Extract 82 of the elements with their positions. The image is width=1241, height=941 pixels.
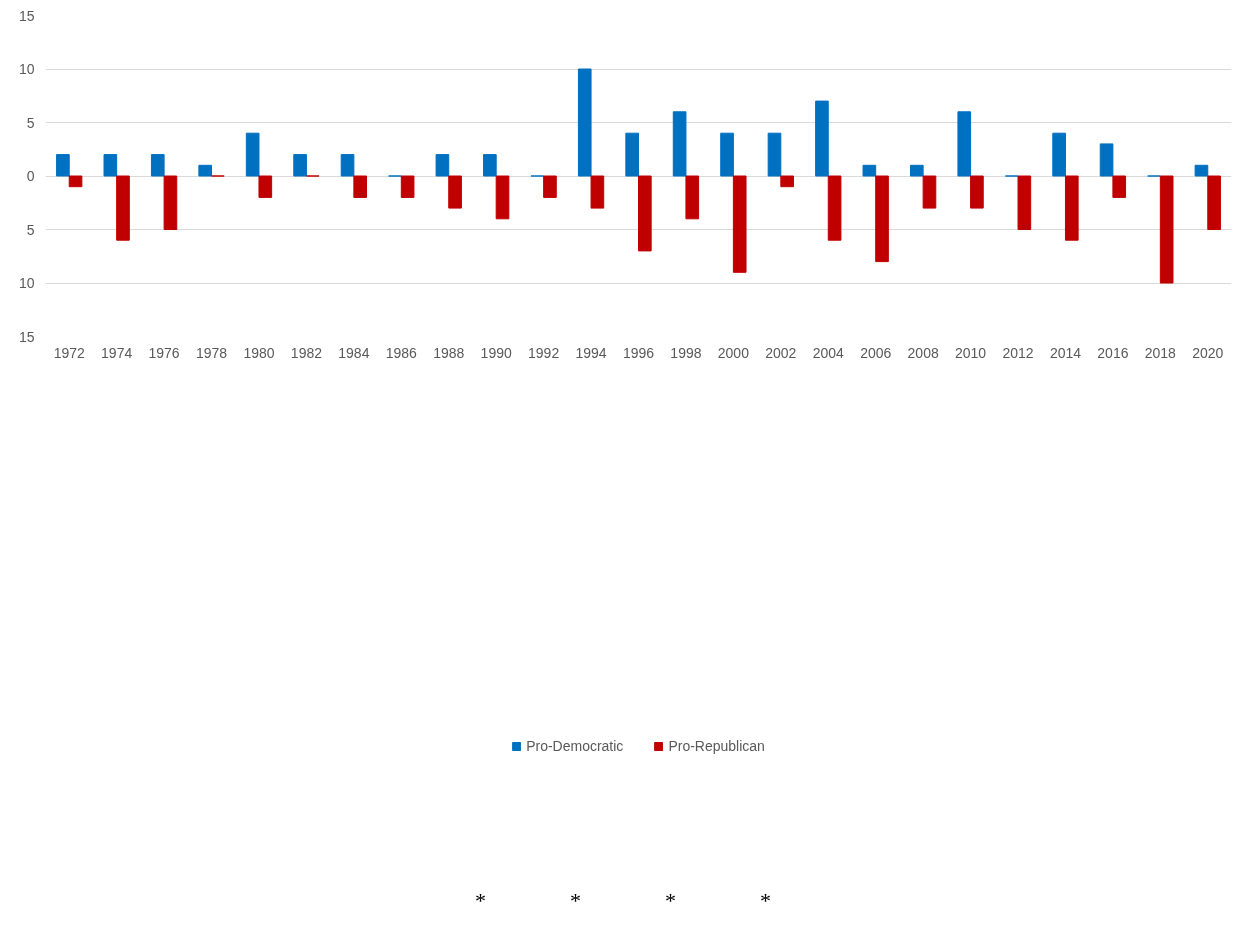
bar — [198, 164, 213, 177]
bar — [1052, 132, 1066, 177]
text: * — [570, 888, 581, 913]
x-tick-label: 2018 — [1144, 344, 1177, 361]
y-tick-label: 10 — [18, 61, 35, 77]
bar — [638, 175, 652, 252]
bar — [720, 132, 734, 177]
bar — [56, 154, 70, 177]
bar — [1159, 175, 1174, 284]
bar — [1064, 175, 1079, 241]
x-tick-label: 2008 — [907, 344, 939, 361]
bar — [1207, 175, 1221, 230]
bar — [1112, 175, 1127, 198]
bar — [970, 175, 984, 209]
bar — [590, 175, 605, 209]
bar — [435, 154, 450, 177]
x-tick-label: 2002 — [765, 344, 797, 361]
y-tick-label: 5 — [26, 114, 35, 131]
x-tick-label: 2006 — [860, 344, 892, 361]
bar — [68, 175, 83, 188]
bar — [1194, 164, 1209, 177]
bar — [815, 100, 829, 177]
x-tick-label: 1976 — [148, 344, 180, 361]
x-tick-label: 2004 — [812, 344, 845, 361]
bar — [353, 175, 368, 198]
x-tick-label: 2020 — [1192, 344, 1224, 361]
bar — [1017, 175, 1032, 230]
x-tick-label: 1992 — [528, 344, 560, 361]
bar — [685, 175, 700, 220]
bar — [103, 154, 118, 177]
bar — [448, 175, 462, 209]
x-tick-label: 1980 — [243, 344, 275, 361]
x-tick-label: 2012 — [1002, 344, 1034, 361]
bar — [340, 154, 355, 177]
bar — [293, 154, 307, 177]
legend-label: Pro-Democratic — [526, 738, 624, 754]
bar — [767, 132, 782, 177]
bar — [922, 175, 937, 209]
bar — [150, 154, 165, 177]
bar — [780, 175, 794, 188]
bar — [827, 175, 842, 241]
x-tick-label: 1996 — [622, 344, 655, 361]
bar — [732, 175, 747, 273]
bar — [245, 132, 260, 177]
x-tick-label: 1990 — [480, 344, 512, 361]
bar — [116, 175, 130, 241]
y-tick-label: 10 — [18, 275, 35, 291]
bar — [163, 175, 178, 230]
bar — [957, 111, 972, 177]
bar — [258, 175, 273, 198]
text: * — [665, 888, 676, 913]
y-tick-label: 15 — [18, 328, 35, 345]
bar — [672, 111, 687, 177]
x-tick-label: 2010 — [955, 344, 987, 361]
x-tick-label: 1988 — [433, 344, 465, 361]
bar — [862, 164, 877, 177]
x-tick-label: 1974 — [101, 344, 133, 361]
bar — [543, 175, 557, 198]
bar — [400, 175, 415, 198]
y-tick-label: 5 — [26, 221, 35, 238]
x-tick-label: 2016 — [1097, 344, 1129, 361]
bar — [909, 164, 924, 177]
bar — [577, 68, 592, 177]
legend-label: Pro-Republican — [668, 738, 765, 754]
x-tick-label: 1986 — [385, 344, 418, 361]
x-tick-label: 2000 — [717, 344, 750, 361]
x-tick-label: 1978 — [195, 344, 228, 361]
text: * — [475, 888, 486, 913]
bar — [483, 154, 497, 177]
text: * — [760, 888, 771, 913]
bar — [875, 175, 889, 263]
x-tick-label: 1994 — [575, 344, 607, 361]
x-tick-label: 1998 — [670, 344, 702, 361]
y-tick-label: 15 — [18, 7, 35, 24]
y-tick-label: 0 — [26, 168, 35, 184]
x-tick-label: 1982 — [290, 344, 323, 361]
bar — [495, 175, 510, 220]
bar — [1099, 143, 1114, 177]
x-tick-label: 1972 — [53, 344, 86, 361]
x-tick-label: 2014 — [1049, 344, 1082, 361]
x-tick-label: 1984 — [338, 344, 370, 361]
bar — [625, 132, 639, 177]
